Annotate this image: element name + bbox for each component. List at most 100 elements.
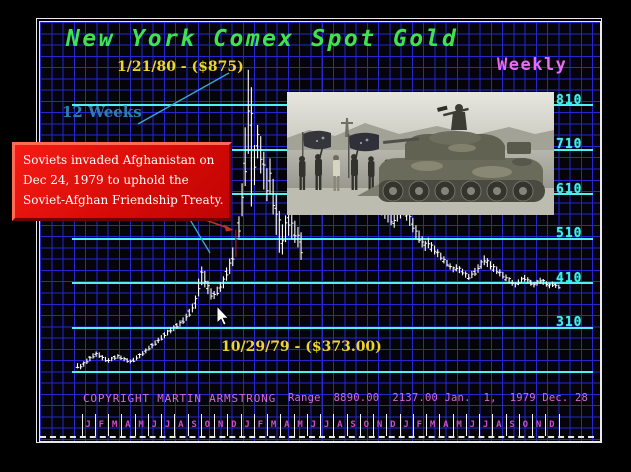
price-label-810: 810: [556, 92, 583, 108]
month-tick: [492, 414, 494, 436]
month-label-A: A: [178, 420, 184, 430]
price-label-610: 610: [556, 181, 583, 197]
month-label-M: M: [270, 420, 277, 430]
month-tick: [293, 414, 295, 436]
level-line-210: [72, 371, 593, 373]
price-label-310: 310: [556, 315, 583, 330]
month-tick: [81, 414, 83, 436]
low-annotation-label: 10/29/79 - ($373.00): [221, 339, 382, 355]
bottom-axis-dashed-line: [40, 436, 594, 438]
afghanistan-photo: [287, 92, 554, 215]
month-tick: [545, 414, 547, 436]
level-line-410: [72, 282, 593, 284]
month-tick: [267, 414, 268, 436]
month-tick: [386, 414, 388, 436]
twelve-weeks-label: 12 Weeks: [62, 103, 142, 121]
month-label-J: J: [244, 420, 250, 430]
month-label-M: M: [138, 420, 144, 430]
invasion-callout-box: Soviets invaded Afghanistan on Dec 24, 1…: [12, 142, 232, 221]
month-label-F: F: [416, 420, 423, 430]
month-tick: [200, 414, 202, 436]
month-tick: [134, 414, 136, 436]
level-line-510: [72, 237, 593, 240]
range-text: Range 8890.00 2137.00 Jan. 1, 1979 Dec. …: [288, 392, 588, 404]
month-tick: [280, 414, 282, 436]
month-label-O: O: [522, 420, 529, 430]
month-tick: [161, 414, 162, 436]
copyright-text: COPYRIGHT MARTIN ARMSTRONG: [83, 392, 276, 405]
month-tick: [227, 414, 229, 436]
month-tick: [253, 414, 255, 436]
photo-flag: [349, 132, 379, 152]
month-label-D: D: [549, 420, 555, 430]
month-tick: [426, 414, 427, 436]
month-tick: [505, 414, 507, 436]
month-tick: [479, 414, 480, 436]
month-tick: [108, 414, 109, 436]
month-label-J: J: [482, 420, 489, 430]
month-tick: [147, 414, 149, 436]
month-tick: [214, 414, 215, 436]
month-tick: [532, 414, 533, 436]
month-label-M: M: [111, 420, 118, 430]
level-line-310: [72, 326, 593, 329]
month-tick: [320, 414, 321, 436]
month-label-O: O: [363, 420, 370, 430]
chart-title: New York Comex Spot Gold: [66, 26, 459, 52]
month-label-A: A: [284, 420, 290, 430]
month-tick: [359, 414, 361, 436]
month-label-A: A: [443, 420, 449, 430]
month-label-M: M: [297, 420, 303, 430]
month-label-S: S: [350, 420, 356, 430]
month-tick: [187, 414, 189, 436]
month-label-F: F: [257, 420, 264, 430]
month-label-N: N: [535, 420, 542, 430]
photo-tank: [357, 104, 545, 202]
photo-tank-wheels: [382, 180, 534, 202]
month-tick: [439, 414, 441, 436]
month-label-N: N: [217, 420, 224, 430]
callout-text-line: Dec 24, 1979 to uphold the: [23, 173, 189, 187]
month-label-O: O: [204, 420, 211, 430]
month-tick: [240, 414, 242, 436]
peak-annotation-label: 1/21/80 - ($875): [117, 59, 244, 75]
month-label-J: J: [323, 420, 330, 430]
month-tick: [306, 414, 308, 436]
price-label-510: 510: [556, 226, 583, 241]
month-label-N: N: [376, 420, 383, 430]
month-label-S: S: [191, 420, 197, 430]
month-label-J: J: [164, 420, 171, 430]
month-tick: [452, 414, 454, 436]
month-label-J: J: [469, 420, 476, 430]
chart-plot-area[interactable]: [40, 22, 594, 414]
month-tick: [333, 414, 335, 436]
month-tick: [518, 414, 520, 436]
month-label-M: M: [429, 420, 436, 430]
month-tick: [399, 414, 401, 436]
month-tick: [94, 414, 96, 436]
month-tick: [465, 414, 467, 436]
month-tick: [558, 414, 560, 436]
price-label-410: 410: [556, 270, 583, 286]
month-label-S: S: [509, 420, 515, 430]
month-tick: [373, 414, 374, 436]
month-tick: [174, 414, 176, 436]
month-tick: [412, 414, 414, 436]
month-label-J: J: [151, 420, 158, 430]
timeframe-label: Weekly: [497, 55, 568, 75]
price-label-710: 710: [556, 137, 583, 152]
month-label-A: A: [496, 420, 502, 430]
month-label-J: J: [85, 420, 91, 430]
callout-text-line: Soviet-Afghan Friendship Treaty.: [23, 193, 224, 207]
month-tick: [346, 414, 348, 436]
month-label-J: J: [403, 420, 409, 430]
callout-text-line: Soviets invaded Afghanistan on: [23, 153, 215, 167]
month-label-A: A: [125, 420, 131, 430]
month-label-D: D: [231, 420, 237, 430]
month-tick: [121, 414, 123, 436]
month-label-M: M: [456, 420, 462, 430]
month-label-J: J: [310, 420, 317, 430]
month-label-D: D: [390, 420, 396, 430]
month-label-A: A: [337, 420, 343, 430]
